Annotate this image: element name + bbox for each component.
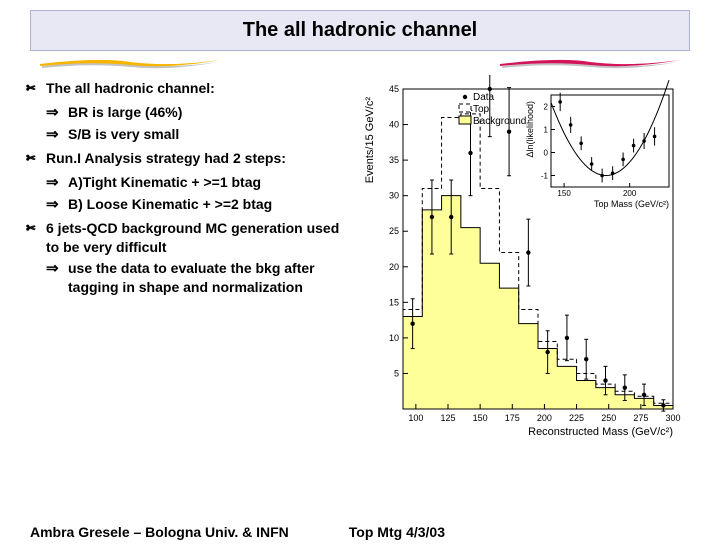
svg-text:225: 225	[569, 413, 584, 423]
arrow-icon: ⇒	[46, 195, 68, 215]
svg-text:Δln(likelihood): Δln(likelihood)	[525, 101, 535, 158]
sub-bullet-item: ⇒S/B is very small	[46, 125, 355, 145]
bullet-text: The all hadronic channel:	[46, 79, 355, 101]
sub-bullet-item: ⇒B) Loose Kinematic + >=2 btag	[46, 195, 355, 215]
scissors-icon: ✄	[26, 219, 46, 257]
decorative-swooshes	[40, 57, 680, 71]
svg-text:25: 25	[389, 226, 399, 236]
arrow-icon: ⇒	[46, 259, 68, 297]
svg-text:10: 10	[389, 333, 399, 343]
svg-text:15: 15	[389, 297, 399, 307]
svg-text:Top Mass (GeV/c²): Top Mass (GeV/c²)	[594, 199, 669, 209]
chart-area: 1001251501752002252502753005101520253035…	[355, 75, 720, 445]
bullet-item: ✄The all hadronic channel:	[26, 79, 355, 101]
swoosh-right	[500, 57, 680, 71]
svg-text:45: 45	[389, 84, 399, 94]
bullet-list: ✄The all hadronic channel:⇒BR is large (…	[0, 75, 355, 445]
scissors-icon: ✄	[26, 149, 46, 171]
svg-text:30: 30	[389, 191, 399, 201]
svg-text:Events/15 GeV/c²: Events/15 GeV/c²	[364, 97, 376, 184]
svg-text:20: 20	[389, 262, 399, 272]
bullet-text: Run.I Analysis strategy had 2 steps:	[46, 149, 355, 171]
svg-text:35: 35	[389, 155, 399, 165]
footer-author: Ambra Gresele – Bologna Univ. & INFN	[30, 524, 289, 540]
footer: Ambra Gresele – Bologna Univ. & INFN Top…	[0, 524, 720, 540]
sub-bullet-item: ⇒A)Tight Kinematic + >=1 btag	[46, 173, 355, 193]
svg-text:150: 150	[473, 413, 488, 423]
svg-text:125: 125	[440, 413, 455, 423]
svg-text:100: 100	[408, 413, 423, 423]
svg-text:200: 200	[623, 189, 637, 198]
svg-text:-1: -1	[541, 172, 549, 181]
scissors-icon: ✄	[26, 79, 46, 101]
slide-title: The all hadronic channel	[30, 10, 690, 51]
svg-text:250: 250	[601, 413, 616, 423]
bullet-item: ✄Run.I Analysis strategy had 2 steps:	[26, 149, 355, 171]
bullet-text: 6 jets-QCD background MC generation used…	[46, 219, 355, 257]
sub-bullet-text: S/B is very small	[68, 125, 355, 145]
sub-bullet-text: BR is large (46%)	[68, 103, 355, 123]
physics-plot: 1001251501752002252502753005101520253035…	[355, 75, 695, 445]
svg-text:275: 275	[633, 413, 648, 423]
arrow-icon: ⇒	[46, 125, 68, 145]
svg-text:175: 175	[505, 413, 520, 423]
sub-bullet-text: B) Loose Kinematic + >=2 btag	[68, 195, 355, 215]
svg-text:200: 200	[537, 413, 552, 423]
svg-text:150: 150	[557, 189, 571, 198]
sub-bullet-item: ⇒BR is large (46%)	[46, 103, 355, 123]
swoosh-left	[40, 57, 220, 71]
sub-bullet-text: use the data to evaluate the bkg after t…	[68, 259, 355, 297]
bullet-item: ✄6 jets-QCD background MC generation use…	[26, 219, 355, 257]
svg-text:300: 300	[665, 413, 680, 423]
svg-text:Reconstructed Mass (GeV/c²): Reconstructed Mass (GeV/c²)	[528, 426, 673, 438]
arrow-icon: ⇒	[46, 173, 68, 193]
svg-text:40: 40	[389, 120, 399, 130]
sub-bullet-text: A)Tight Kinematic + >=1 btag	[68, 173, 355, 193]
svg-text:Background: Background	[473, 116, 526, 127]
arrow-icon: ⇒	[46, 103, 68, 123]
svg-text:0: 0	[544, 149, 549, 158]
svg-text:Data: Data	[473, 92, 495, 103]
footer-date: Top Mtg 4/3/03	[349, 524, 445, 540]
svg-text:1: 1	[544, 126, 549, 135]
sub-bullet-item: ⇒ use the data to evaluate the bkg after…	[46, 259, 355, 297]
svg-text:2: 2	[544, 103, 549, 112]
svg-text:Top: Top	[473, 104, 490, 115]
svg-text:5: 5	[394, 368, 399, 378]
